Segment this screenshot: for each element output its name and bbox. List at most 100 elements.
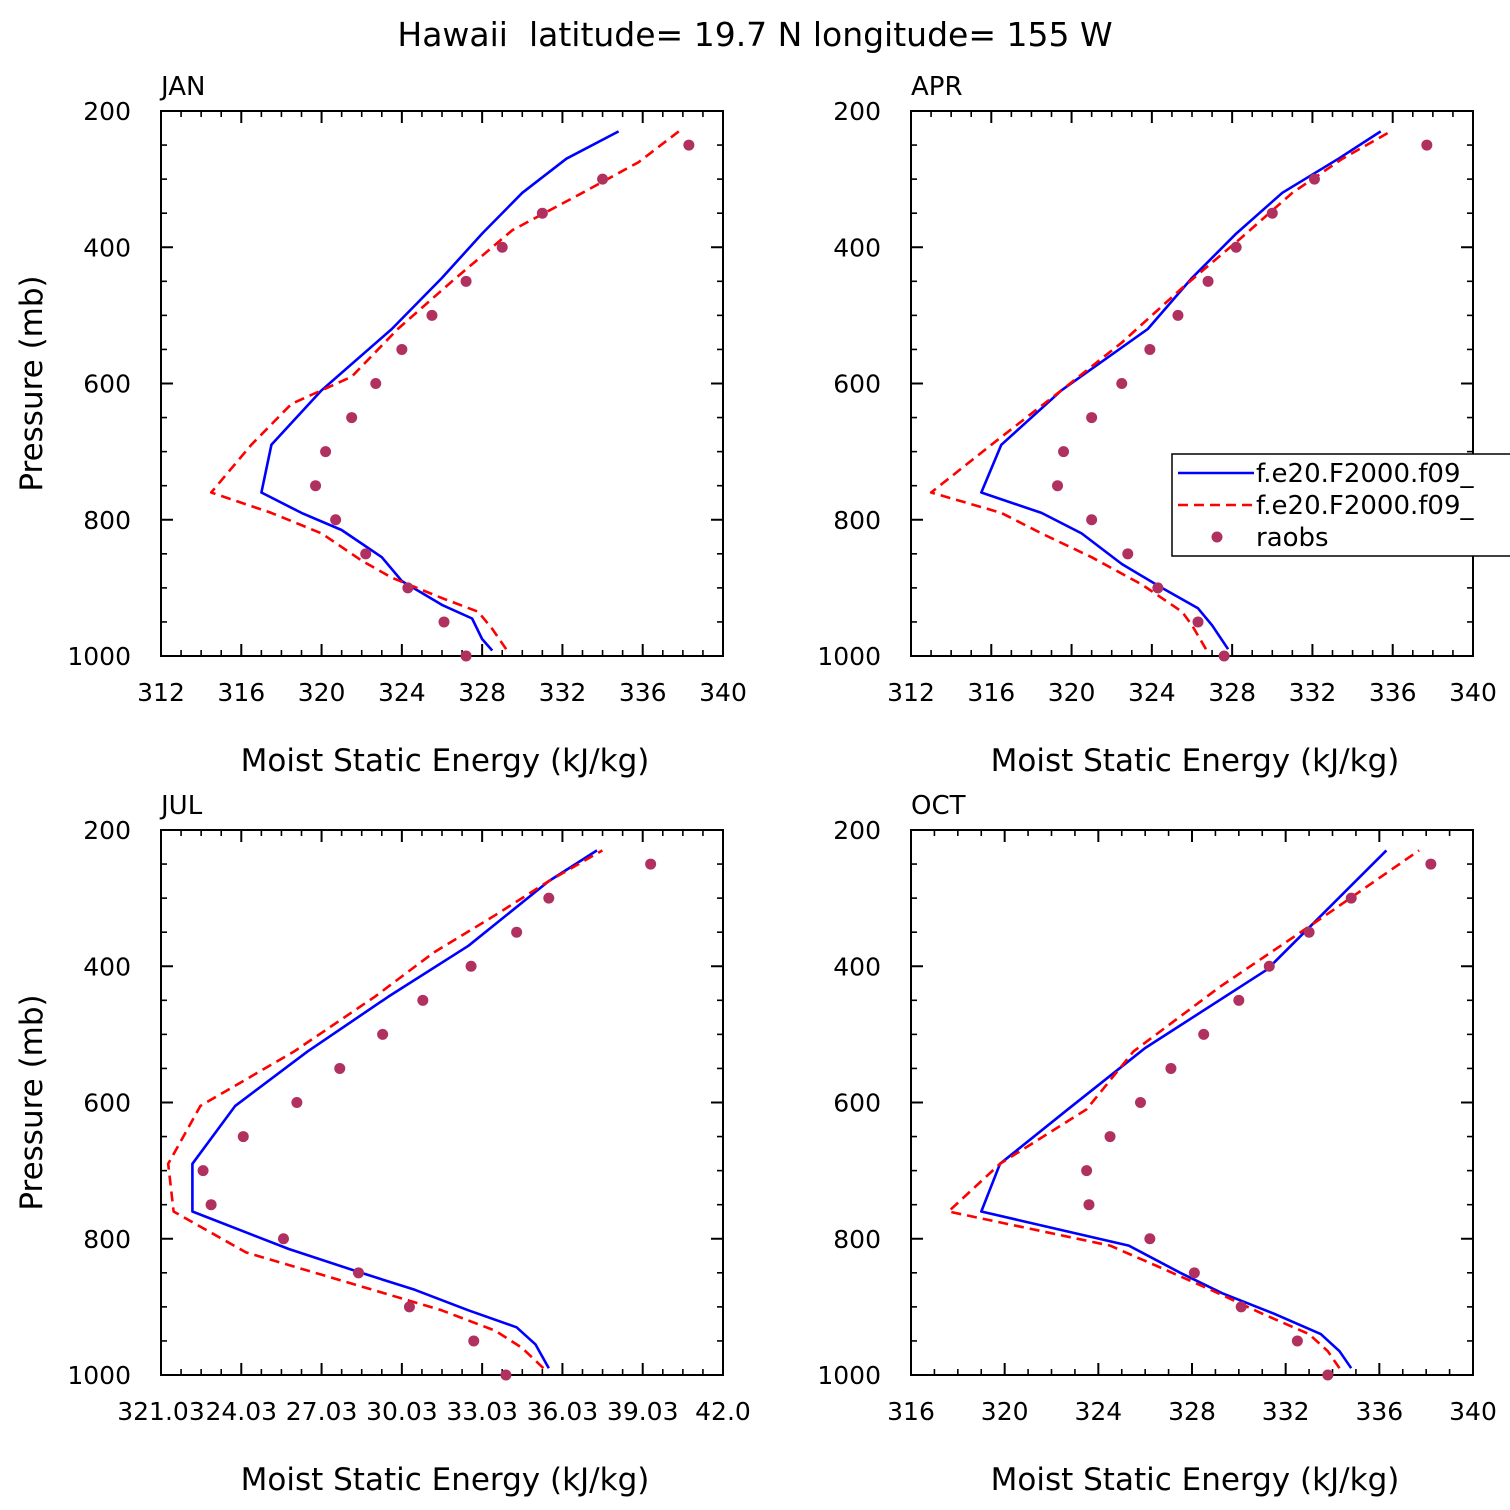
raobs-point xyxy=(460,275,472,287)
y-tick-label: 1000 xyxy=(817,1361,881,1390)
raobs-point xyxy=(353,1267,365,1279)
panel-apr: APR 312 316 320 324 328 332 336 340 200 400 600 800 1… xyxy=(817,72,1496,779)
x-tick-label: 320 xyxy=(298,678,346,707)
raobs-point xyxy=(1086,412,1098,424)
series-line-model-1 xyxy=(191,849,598,1369)
x-tick-label: 36.03 xyxy=(527,1397,599,1426)
raobs-point xyxy=(1198,1028,1210,1040)
x-tick-label: 336 xyxy=(1369,678,1417,707)
y-tick-label: 1000 xyxy=(67,642,131,671)
raobs-point xyxy=(536,207,548,219)
raobs-point xyxy=(1052,480,1064,492)
y-tick-label: 1000 xyxy=(817,642,881,671)
plot-frame xyxy=(160,110,724,657)
y-tick-label: 200 xyxy=(83,97,131,126)
x-tick-label: 312 xyxy=(887,678,935,707)
raobs-point xyxy=(1165,1062,1177,1074)
x-tick-label: 332 xyxy=(539,678,587,707)
raobs-point xyxy=(1218,650,1230,662)
raobs-point xyxy=(403,1301,415,1313)
raobs-point xyxy=(310,480,322,492)
raobs-point xyxy=(426,309,438,321)
x-axis-title: Moist Static Energy (kJ/kg) xyxy=(241,1462,650,1498)
x-tick-label: 332 xyxy=(1262,1397,1310,1426)
panel-label: JUL xyxy=(159,791,203,821)
raobs-point xyxy=(1144,1233,1156,1245)
series-line-model-2 xyxy=(209,130,680,650)
x-tick-label: 312 xyxy=(137,678,185,707)
raobs-point xyxy=(1266,207,1278,219)
raobs-point xyxy=(330,514,342,526)
raobs-point xyxy=(346,412,358,424)
x-tick-label: 328 xyxy=(1168,1397,1216,1426)
raobs-point xyxy=(277,1233,289,1245)
y-axis-title: Pressure (mb) xyxy=(14,994,50,1210)
raobs-point xyxy=(1263,960,1275,972)
y-tick-label: 600 xyxy=(833,370,881,399)
raobs-point xyxy=(1291,1335,1303,1347)
x-tick-label: 316 xyxy=(217,678,265,707)
y-tick-label: 400 xyxy=(833,952,881,981)
x-tick-label: 316 xyxy=(967,678,1015,707)
raobs-point xyxy=(377,1028,389,1040)
raobs-point xyxy=(1122,548,1134,560)
y-tick-label: 600 xyxy=(833,1089,881,1118)
raobs-point xyxy=(197,1165,209,1177)
raobs-point xyxy=(465,960,477,972)
raobs-point xyxy=(237,1131,249,1143)
raobs-point xyxy=(496,241,508,253)
series-line-model-1 xyxy=(979,130,1382,650)
plot-frame xyxy=(910,110,1474,657)
legend-label-model-1: f.e20.F2000.f09_ xyxy=(1256,459,1474,489)
raobs-point xyxy=(1322,1369,1334,1381)
raobs-point xyxy=(1230,241,1242,253)
panel-label: APR xyxy=(911,72,963,102)
x-tick-label: 340 xyxy=(1449,1397,1497,1426)
x-tick-label: 24.03 xyxy=(205,1397,277,1426)
raobs-point xyxy=(1116,378,1128,389)
x-tick-label: 324 xyxy=(1074,1397,1122,1426)
series-line-model-2 xyxy=(929,130,1392,650)
x-tick-label: 336 xyxy=(619,678,667,707)
y-tick-label: 600 xyxy=(83,1089,131,1118)
y-tick-label: 600 xyxy=(83,370,131,399)
y-tick-label: 400 xyxy=(83,233,131,262)
x-axis-title: Moist Static Energy (kJ/kg) xyxy=(991,743,1400,779)
x-axis-title: Moist Static Energy (kJ/kg) xyxy=(991,1462,1400,1498)
series-line-model-1 xyxy=(260,130,620,652)
series-line-model-2 xyxy=(947,849,1420,1369)
raobs-point xyxy=(1081,1165,1093,1177)
x-tick-label: 320 xyxy=(981,1397,1029,1426)
raobs-point xyxy=(1086,514,1098,526)
legend-marker-raobs xyxy=(1211,531,1223,543)
raobs-point xyxy=(291,1097,303,1108)
plot-frame xyxy=(160,829,724,1376)
y-tick-label: 400 xyxy=(83,952,131,981)
raobs-point xyxy=(460,650,472,662)
raobs-point xyxy=(1202,275,1214,287)
legend-label-raobs: raobs xyxy=(1256,523,1329,553)
raobs-point xyxy=(1134,1097,1146,1108)
y-tick-label: 200 xyxy=(83,816,131,845)
panel-label: JAN xyxy=(159,72,205,102)
figure-title: Hawaii latitude= 19.7 N longitude= 155 W xyxy=(397,15,1112,54)
x-tick-label: 42.0 xyxy=(695,1397,751,1426)
x-tick-label: 27.03 xyxy=(286,1397,358,1426)
raobs-point xyxy=(1308,173,1320,185)
raobs-point xyxy=(1192,616,1204,628)
series-line-model-1 xyxy=(979,849,1388,1369)
y-tick-label: 800 xyxy=(83,506,131,535)
raobs-point xyxy=(511,926,523,938)
raobs-point xyxy=(645,858,657,870)
panel-jan: JAN 312 316 320 324 328 332 336 340 200 400 600 800 1… xyxy=(14,72,747,779)
x-tick-label: 340 xyxy=(699,678,747,707)
raobs-point xyxy=(1083,1199,1095,1211)
raobs-point xyxy=(1303,926,1315,938)
raobs-point xyxy=(543,892,555,904)
raobs-point xyxy=(1235,1301,1247,1313)
plot-frame xyxy=(910,829,1474,1376)
x-axis-title: Moist Static Energy (kJ/kg) xyxy=(241,743,650,779)
x-tick-label: 30.03 xyxy=(366,1397,438,1426)
x-tick-label: 321.03 xyxy=(117,1397,204,1426)
